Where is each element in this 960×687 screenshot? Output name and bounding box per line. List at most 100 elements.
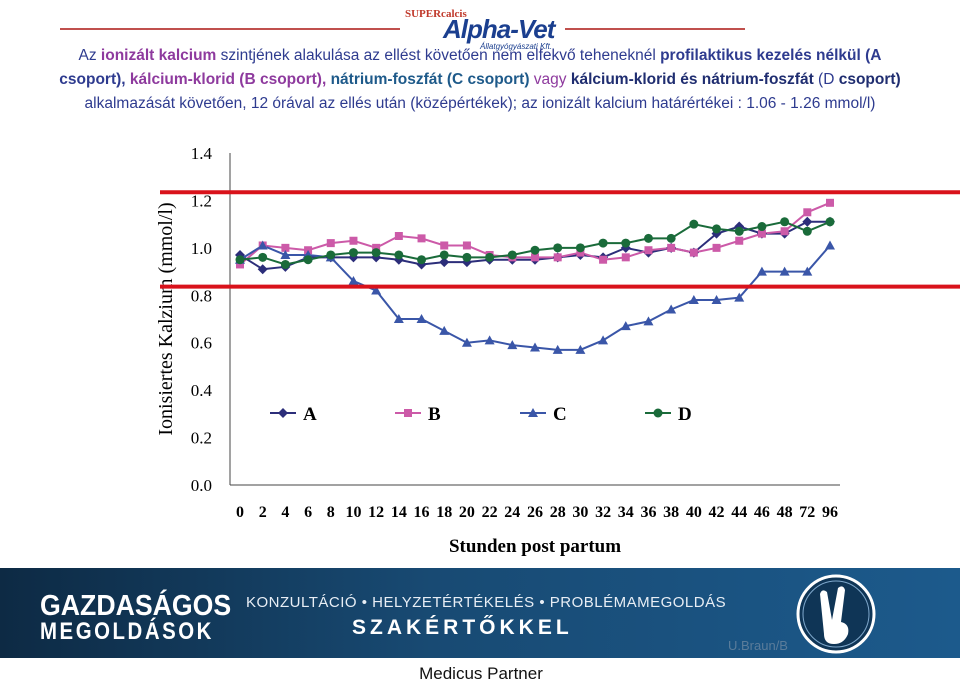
series-D-point (280, 259, 290, 269)
x-tick-label: 18 (436, 504, 452, 521)
series-D-point (621, 238, 631, 248)
series-D-point (802, 226, 812, 236)
series-D-point (485, 252, 495, 262)
series-A-point (802, 216, 813, 227)
x-tick-label: 40 (686, 504, 702, 521)
y-tick-label: 1.2 (191, 191, 212, 210)
series-B-point (372, 243, 381, 252)
alpha-vet-logo: SUPERcalcis Alpha-Vet Állatgyógyászati K… (405, 8, 565, 52)
series-D-point (757, 222, 767, 232)
footer-text: Medicus Partner (419, 664, 543, 683)
y-tick-label: 0.4 (191, 381, 213, 400)
series-C-point (348, 276, 359, 286)
series-C-point (825, 240, 835, 250)
x-tick-label: 26 (527, 504, 543, 521)
series-C-point (507, 340, 518, 350)
series-B-point (712, 243, 721, 252)
series-C-point (280, 249, 291, 259)
x-tick-label: 46 (754, 504, 770, 521)
series-B-point (757, 229, 766, 238)
series-D-point (439, 250, 449, 260)
series-A-point (257, 264, 268, 275)
series-D-point (712, 224, 722, 234)
y-axis-label: Ionisiertes Kalzium (mmol/l) (155, 202, 177, 435)
series-D-point (303, 255, 313, 265)
series-C-point (484, 335, 495, 345)
series-A-point (439, 257, 450, 268)
y-tick-label: 0.0 (191, 476, 212, 495)
victory-hand-icon (796, 574, 876, 654)
series-D-point (643, 233, 653, 243)
heading-part: (D (813, 71, 839, 88)
series-C-point (461, 337, 472, 347)
banner-title-2: MEGOLDÁSOK (40, 618, 214, 645)
legend-label-D: D (678, 404, 692, 425)
x-axis-label: Stunden post partum (449, 536, 621, 557)
top-rule-left (60, 28, 400, 30)
series-C-point (528, 408, 538, 417)
legend-label-A: A (303, 404, 317, 425)
x-tick-label: 72 (799, 504, 815, 521)
series-D-point (780, 217, 790, 227)
x-tick-label: 14 (391, 504, 407, 521)
y-tick-label: 0.2 (191, 429, 212, 448)
series-D-point (417, 255, 427, 265)
x-tick-label: 38 (663, 504, 679, 521)
x-tick-label: 44 (731, 504, 747, 521)
y-tick-label: 1.4 (191, 144, 213, 163)
series-B-point (349, 236, 358, 245)
x-tick-label: 6 (304, 504, 312, 521)
x-tick-label: 12 (368, 504, 384, 521)
heading-part: ionizált kalcium (100, 47, 217, 64)
series-D-point (371, 248, 381, 258)
series-D-point (235, 255, 245, 265)
series-C-point (371, 285, 382, 295)
x-tick-label: 0 (236, 504, 244, 521)
series-C-point (802, 266, 813, 276)
series-B-point (735, 236, 744, 245)
heading-part: profilaktikus kezelés nélkül (A csoport)… (59, 47, 882, 88)
heading-part: szintjének alakulása az ellést követően … (216, 47, 661, 64)
series-B-point (394, 232, 403, 240)
x-tick-label: 48 (777, 504, 793, 521)
top-rule-right (565, 28, 745, 30)
series-D-point (653, 408, 663, 418)
series-D-point (462, 252, 472, 262)
series-D-point (348, 248, 358, 258)
slide-heading: Az ionizált kalcium szintjének alakulása… (52, 44, 908, 116)
heading-part: nátrium-foszfát (C csoport) (330, 71, 530, 88)
x-tick-label: 24 (504, 504, 520, 521)
heading-part: vagy (529, 71, 571, 88)
x-tick-label: 30 (572, 504, 588, 521)
heading-part: Az (78, 47, 101, 64)
series-B-point (621, 253, 630, 262)
series-A-point (278, 408, 288, 418)
series-D-point (734, 226, 744, 236)
x-tick-label: 42 (709, 504, 725, 521)
series-B-point (689, 248, 698, 257)
y-tick-label: 0.8 (191, 286, 212, 305)
x-tick-label: 34 (618, 504, 634, 521)
series-D-point (689, 219, 699, 229)
series-B-point (326, 239, 335, 248)
footer-credit: Medicus Partner (0, 664, 960, 684)
series-C-point (756, 266, 767, 276)
series-D-point (553, 243, 563, 253)
series-B-point (826, 198, 834, 207)
series-B-point (462, 241, 471, 250)
source-author: U.Braun/B (728, 638, 788, 653)
series-D-point (598, 238, 608, 248)
promo-banner: GAZDASÁGOS MEGOLDÁSOK KONZULTÁCIÓ • HELY… (0, 568, 960, 658)
series-B-point (404, 409, 412, 417)
series-C-point (439, 325, 450, 335)
x-tick-label: 32 (595, 504, 611, 521)
series-C-point (530, 342, 540, 352)
series-B-point (553, 253, 562, 262)
series-B-point (599, 255, 608, 264)
series-A-point (371, 252, 382, 263)
series-D-point (258, 252, 268, 262)
series-C-point (575, 344, 586, 354)
heading-part: alkalmazását követően, 12 órával az ellé… (84, 95, 876, 112)
heading-part: csoport) (838, 71, 901, 88)
series-C-point (552, 344, 563, 354)
